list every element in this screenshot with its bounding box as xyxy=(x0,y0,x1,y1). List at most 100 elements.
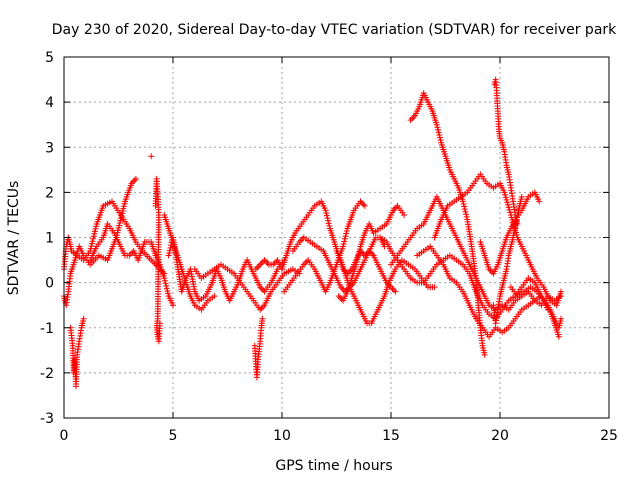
data-point xyxy=(343,228,350,235)
data-point xyxy=(326,222,333,229)
y-tick-label: 0 xyxy=(45,276,54,292)
y-axis-label: SDTVAR / TECUs xyxy=(6,181,22,296)
data-point xyxy=(361,202,368,209)
data-point xyxy=(161,277,168,284)
data-point xyxy=(435,129,442,136)
x-tick-label: 25 xyxy=(600,428,618,444)
data-point xyxy=(358,199,365,206)
data-point xyxy=(558,288,565,295)
series-arc-08 xyxy=(191,261,303,313)
data-point xyxy=(353,261,360,268)
series-arc-14 xyxy=(333,248,438,327)
data-point xyxy=(504,201,511,208)
data-point xyxy=(325,217,332,224)
data-point xyxy=(341,235,348,242)
data-point xyxy=(211,293,218,300)
data-point xyxy=(536,198,543,205)
data-point xyxy=(353,258,360,265)
data-point xyxy=(148,153,155,160)
data-point xyxy=(258,305,265,312)
data-point xyxy=(254,264,261,271)
x-tick-label: 20 xyxy=(491,428,509,444)
data-point xyxy=(323,210,330,217)
data-point xyxy=(131,177,138,184)
x-tick-label: 10 xyxy=(273,428,291,444)
y-tick-label: -3 xyxy=(40,411,54,427)
data-point xyxy=(407,117,414,124)
data-point xyxy=(80,315,87,322)
data-point xyxy=(503,196,510,203)
data-point xyxy=(258,260,265,267)
data-point xyxy=(505,204,512,211)
data-point xyxy=(323,212,330,219)
series-arc-03 xyxy=(67,315,87,390)
x-tick-label: 0 xyxy=(60,428,69,444)
data-point xyxy=(162,280,169,287)
data-point xyxy=(340,240,347,247)
data-point xyxy=(166,249,173,256)
data-point xyxy=(337,294,344,301)
data-point xyxy=(433,121,440,128)
data-point xyxy=(501,189,508,196)
x-tick-label: 15 xyxy=(382,428,400,444)
data-point xyxy=(436,134,443,141)
data-point xyxy=(257,261,264,268)
y-tick-label: 1 xyxy=(45,231,54,247)
data-point xyxy=(504,199,511,206)
data-point xyxy=(163,282,170,289)
data-point xyxy=(322,207,329,214)
data-point xyxy=(360,201,367,208)
y-tick-label: -2 xyxy=(40,366,54,382)
data-point xyxy=(297,237,304,244)
data-point xyxy=(156,320,163,327)
y-tick-label: 2 xyxy=(45,185,54,201)
data-point xyxy=(502,194,509,201)
y-tick-label: -1 xyxy=(40,321,54,337)
data-point xyxy=(390,287,397,294)
data-point xyxy=(132,175,139,182)
data-point xyxy=(163,285,170,292)
data-point xyxy=(340,243,347,250)
data-point xyxy=(461,203,468,210)
data-point xyxy=(401,211,408,218)
data-point xyxy=(437,137,444,144)
axis-ticks xyxy=(63,56,610,419)
series-arc-06 xyxy=(161,211,218,313)
data-point xyxy=(259,315,266,322)
y-tick-label: 4 xyxy=(45,95,54,111)
data-point xyxy=(502,191,509,198)
data-point xyxy=(460,200,467,207)
series-arc-18 xyxy=(407,90,488,358)
data-point xyxy=(263,258,270,265)
data-point xyxy=(389,285,396,292)
x-tick-label: 5 xyxy=(169,428,178,444)
data-point xyxy=(356,246,363,253)
data-point xyxy=(271,260,278,267)
data-point xyxy=(461,206,468,213)
data-point xyxy=(463,213,470,220)
data-point xyxy=(345,269,352,276)
data-point xyxy=(558,315,565,322)
data-point xyxy=(260,287,267,294)
data-point xyxy=(161,275,168,282)
data-point xyxy=(518,193,525,200)
data-point xyxy=(393,204,400,211)
series-arc-20 xyxy=(414,243,562,340)
data-point xyxy=(555,333,562,340)
series-arc-05 xyxy=(152,175,163,345)
series-arc-15 xyxy=(335,202,408,304)
data-point xyxy=(431,284,438,291)
data-point xyxy=(355,251,362,258)
y-tick-label: 3 xyxy=(45,140,54,156)
data-point xyxy=(462,208,469,215)
chart-title: Day 230 of 2020, Sidereal Day-to-day VTE… xyxy=(52,22,617,38)
data-point xyxy=(255,263,262,270)
series-arc-13 xyxy=(281,198,368,295)
data-points xyxy=(61,76,565,390)
data-point xyxy=(481,351,488,358)
series-arc-24 xyxy=(507,284,565,331)
x-axis-label: GPS time / hours xyxy=(275,458,392,474)
series-arc-25 xyxy=(148,153,155,160)
